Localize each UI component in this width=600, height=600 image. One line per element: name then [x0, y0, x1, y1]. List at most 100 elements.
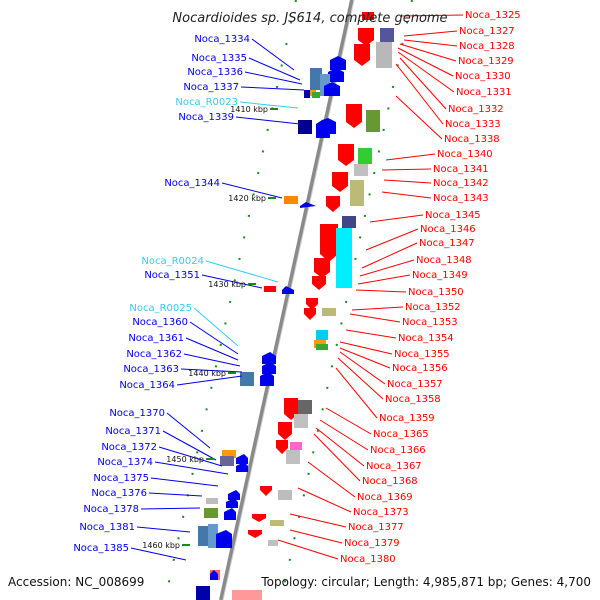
- left-label-leader: [148, 492, 203, 497]
- gene-label: Noca_1339: [178, 112, 234, 123]
- scale-marks: 1410 kbp 1420 kbp 1430 kbp 1440 kbp 1450 kbp…: [142, 105, 278, 550]
- right-label-leader: [359, 259, 415, 277]
- gene-label: Noca_1369: [357, 492, 413, 503]
- scale-mark-label: 1460 kbp: [142, 541, 180, 550]
- gene-label: Noca_1336: [187, 67, 243, 78]
- scale-mark-label: 1440 kbp: [188, 369, 226, 378]
- gene-label: Noca_1345: [425, 210, 481, 221]
- right-label-leader: [399, 43, 457, 62]
- gene-label: Noca_1344: [164, 178, 220, 189]
- gene-label: Noca_1362: [126, 349, 182, 360]
- gene-label: Noca_1385: [73, 543, 129, 554]
- accession-text: Accession: NC_008699: [8, 575, 144, 589]
- gene-label: Noca_1329: [458, 56, 514, 67]
- rna-label: Noca_R0024: [141, 256, 204, 267]
- right-label-leader: [403, 39, 458, 47]
- left-label-leader: [205, 260, 279, 283]
- gene-label: Noca_1367: [366, 461, 422, 472]
- gene-label: Noca_1356: [392, 363, 448, 374]
- gene-label: Noca_1358: [385, 394, 441, 405]
- left-label-leader: [189, 321, 239, 355]
- right-label-leader: [297, 487, 352, 513]
- gene-label: Noca_1346: [420, 224, 476, 235]
- map-title: Nocardioides sp. JS614, complete genome: [172, 11, 447, 26]
- gene-label: Noca_1381: [79, 522, 135, 533]
- gene-label: Noca_1348: [416, 255, 472, 266]
- topology-text: Topology: circular; Length: 4,985,871 bp…: [260, 575, 591, 589]
- rna-label: Noca_R0025: [129, 303, 192, 314]
- right-label-leader: [383, 179, 432, 184]
- right-label-leader: [361, 242, 418, 269]
- right-label-leader: [369, 214, 424, 223]
- gene-label: Noca_1364: [119, 380, 175, 391]
- right-label-leader: [357, 274, 411, 285]
- gene-label: Noca_1327: [459, 26, 515, 37]
- left-label-leader: [248, 57, 301, 81]
- left-label-leader: [183, 353, 241, 367]
- rna-label: Noca_R0023: [175, 97, 238, 108]
- left-label-leader: [136, 526, 191, 533]
- left-label-leader: [235, 116, 301, 125]
- left-label-leader: [162, 430, 217, 461]
- left-label-leader: [180, 368, 243, 373]
- right-label-leader: [339, 351, 386, 385]
- right-label-leader: [403, 30, 458, 37]
- scale-mark-label: 1420 kbp: [228, 194, 266, 203]
- gene-label: Noca_1374: [97, 457, 153, 468]
- gene-label: Noca_1342: [433, 178, 489, 189]
- gene-label: Noca_1378: [83, 504, 139, 515]
- gene-label: Noca_1363: [123, 364, 179, 375]
- gene-label: Noca_1330: [455, 71, 511, 82]
- left-label-leader: [154, 461, 229, 475]
- gene-label: Noca_1347: [419, 238, 475, 249]
- gene-label: Noca_1379: [344, 538, 400, 549]
- gene-label: Noca_1332: [448, 104, 504, 115]
- left-label-leader: [166, 412, 211, 449]
- gene-label: Noca_1365: [373, 429, 429, 440]
- gene-label: Noca_1353: [402, 317, 458, 328]
- left-label-leader: [140, 507, 201, 510]
- right-label-leader: [345, 329, 397, 339]
- gene-label: Noca_1380: [340, 554, 396, 565]
- right-label-leader: [335, 367, 378, 419]
- left-label-leader: [176, 375, 243, 386]
- scale-mark-label: 1450 kbp: [166, 455, 204, 464]
- gene-label: Noca_1331: [456, 87, 512, 98]
- gene-label: Noca_1335: [191, 53, 247, 64]
- gene-label: Noca_1361: [128, 333, 184, 344]
- right-label-leader: [277, 539, 339, 560]
- gene-label: Noca_1360: [132, 317, 188, 328]
- gene-label: Noca_1352: [405, 302, 461, 313]
- right-label-leader: [365, 228, 419, 251]
- right-label-leader: [339, 341, 393, 355]
- right-label-leader: [307, 461, 356, 498]
- left-label-leader: [201, 274, 263, 289]
- right-label-leader: [315, 427, 365, 467]
- right-label-leader: [313, 433, 361, 482]
- left-label-leader: [158, 446, 223, 467]
- gene-label: Noca_1354: [398, 333, 454, 344]
- gene-label: Noca_1355: [394, 349, 450, 360]
- right-label-leader: [381, 168, 432, 171]
- gene-label: Noca_1325: [465, 10, 521, 21]
- gene-label: Noca_1371: [105, 426, 161, 437]
- right-gene-labels: Noca_1325 Noca_1327 Noca_1328 Noca_1329 Noca…: [277, 10, 521, 565]
- scale-mark-label: 1410 kbp: [230, 105, 268, 114]
- left-label-leader: [130, 547, 187, 561]
- left-label-leader: [221, 182, 283, 199]
- right-label-leader: [399, 14, 464, 17]
- gene-label: Noca_1350: [408, 287, 464, 298]
- gene-label: Noca_1343: [433, 193, 489, 204]
- left-label-leader: [239, 101, 299, 109]
- gene-label: Noca_1351: [144, 270, 200, 281]
- reverse-strand-features: [210, 12, 394, 600]
- right-label-leader: [339, 347, 391, 369]
- left-label-leader: [240, 86, 305, 91]
- gene-label: Noca_1334: [194, 34, 250, 45]
- gene-label: Noca_1373: [353, 507, 409, 518]
- right-label-leader: [325, 407, 372, 435]
- right-label-leader: [349, 313, 401, 323]
- gene-label: Noca_1338: [444, 134, 500, 145]
